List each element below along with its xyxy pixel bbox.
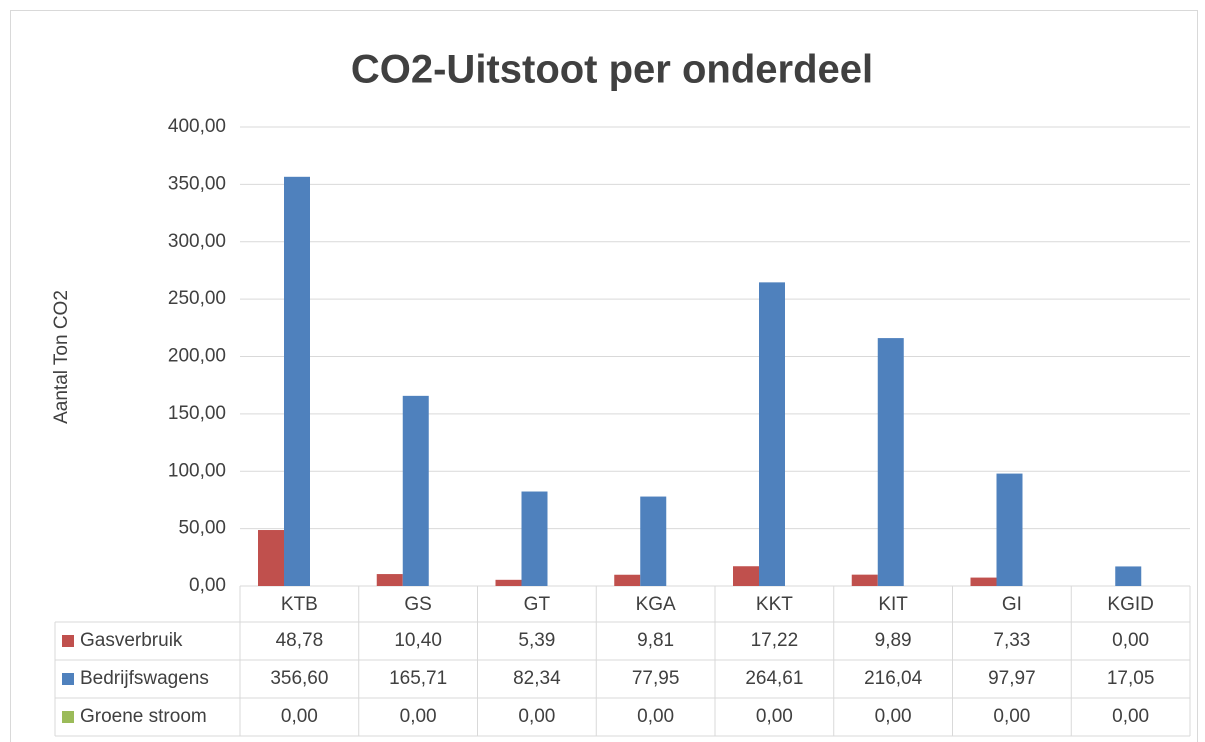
table-value: 0,00	[400, 706, 437, 727]
table-value: 0,00	[637, 706, 674, 727]
table-value: 97,97	[988, 668, 1036, 689]
table-value: 0,00	[281, 706, 318, 727]
table-value: 17,22	[751, 630, 799, 651]
y-tick-label: 50,00	[178, 518, 226, 539]
bar	[851, 574, 878, 586]
bar	[733, 566, 759, 586]
table-value: 9,89	[875, 630, 912, 651]
bar	[1115, 566, 1142, 586]
legend-key	[62, 635, 74, 647]
x-tick-label: KGA	[636, 594, 676, 615]
x-tick-label: GI	[1002, 594, 1022, 615]
chart-border	[10, 10, 1198, 742]
legend-label: Bedrijfswagens	[80, 668, 209, 689]
y-tick-label: 250,00	[168, 288, 226, 309]
y-tick-label: 350,00	[168, 173, 226, 194]
x-tick-label: KTB	[281, 594, 318, 615]
bar	[614, 574, 641, 586]
x-tick-label: KKT	[756, 594, 793, 615]
table-value: 0,00	[1112, 706, 1149, 727]
bar	[996, 473, 1023, 586]
table-value: 264,61	[745, 668, 803, 689]
y-tick-label: 400,00	[168, 116, 226, 137]
legend-label: Gasverbruik	[80, 630, 183, 651]
y-tick-label: 100,00	[168, 460, 226, 481]
y-tick-label: 150,00	[168, 403, 226, 424]
table-value: 5,39	[518, 630, 555, 651]
y-axis-label: Aantal Ton CO2	[51, 290, 72, 424]
legend-label: Groene stroom	[80, 706, 207, 727]
bar	[402, 395, 429, 586]
table-value: 0,00	[875, 706, 912, 727]
y-tick-label: 0,00	[189, 575, 226, 596]
y-tick-label: 300,00	[168, 231, 226, 252]
x-tick-label: KGID	[1107, 594, 1153, 615]
legend-key	[62, 711, 74, 723]
table-value: 356,60	[270, 668, 328, 689]
bar	[521, 491, 548, 586]
bar	[284, 176, 310, 586]
chart-title: CO2-Uitstoot per onderdeel	[351, 48, 873, 92]
table-value: 0,00	[756, 706, 793, 727]
table-value: 7,33	[993, 630, 1030, 651]
bar	[877, 338, 904, 586]
y-tick-label: 200,00	[168, 346, 226, 367]
table-value: 77,95	[632, 668, 680, 689]
x-tick-label: KIT	[878, 594, 908, 615]
bar	[759, 282, 785, 586]
table-value: 10,40	[394, 630, 442, 651]
table-value: 17,05	[1107, 668, 1155, 689]
bar	[640, 496, 667, 586]
bar	[970, 577, 997, 586]
x-tick-label: GT	[524, 594, 551, 615]
table-value: 48,78	[276, 630, 324, 651]
table-value: 0,00	[993, 706, 1030, 727]
bar	[258, 530, 284, 586]
bar	[376, 574, 403, 586]
legend-key	[62, 673, 74, 685]
table-value: 0,00	[1112, 630, 1149, 651]
table-value: 165,71	[389, 668, 447, 689]
table-value: 216,04	[864, 668, 923, 689]
bar	[495, 579, 522, 586]
table-value: 9,81	[637, 630, 674, 651]
table-value: 82,34	[513, 668, 561, 689]
x-tick-label: GS	[404, 594, 431, 615]
table-value: 0,00	[518, 706, 555, 727]
